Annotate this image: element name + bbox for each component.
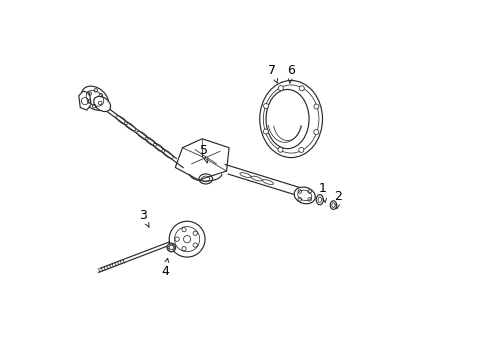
Circle shape — [299, 86, 304, 91]
Ellipse shape — [329, 201, 336, 210]
Ellipse shape — [294, 187, 315, 204]
Ellipse shape — [94, 96, 110, 112]
Ellipse shape — [259, 81, 322, 158]
Polygon shape — [175, 139, 228, 180]
Text: 5: 5 — [200, 144, 208, 163]
Polygon shape — [224, 165, 303, 197]
Circle shape — [313, 130, 318, 135]
Ellipse shape — [81, 86, 108, 110]
Polygon shape — [98, 239, 177, 273]
Circle shape — [278, 86, 283, 91]
Ellipse shape — [265, 89, 308, 149]
Text: 4: 4 — [161, 258, 168, 278]
Polygon shape — [93, 97, 183, 168]
Circle shape — [313, 104, 318, 109]
Text: 2: 2 — [334, 190, 342, 208]
Text: 3: 3 — [139, 210, 149, 228]
Circle shape — [263, 129, 268, 134]
Text: 7: 7 — [268, 64, 277, 83]
Circle shape — [263, 103, 268, 108]
Circle shape — [167, 243, 175, 252]
Circle shape — [298, 148, 303, 153]
Text: 6: 6 — [286, 64, 294, 83]
Text: 1: 1 — [318, 183, 326, 202]
Circle shape — [169, 221, 204, 257]
Ellipse shape — [316, 195, 323, 205]
Ellipse shape — [199, 174, 212, 184]
Circle shape — [277, 147, 283, 152]
Polygon shape — [79, 91, 91, 110]
